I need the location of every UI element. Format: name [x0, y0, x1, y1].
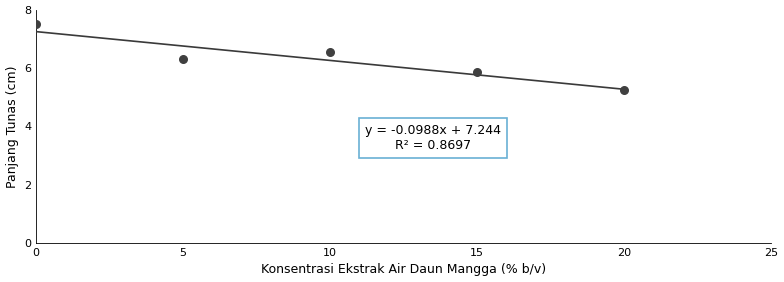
X-axis label: Konsentrasi Ekstrak Air Daun Mangga (% b/v): Konsentrasi Ekstrak Air Daun Mangga (% b… — [261, 263, 546, 276]
Point — [618, 87, 630, 92]
Point — [324, 50, 336, 54]
Y-axis label: Panjang Tunas (cm): Panjang Tunas (cm) — [5, 65, 19, 188]
Point — [30, 22, 42, 27]
Text: y = -0.0988x + 7.244
R² = 0.8697: y = -0.0988x + 7.244 R² = 0.8697 — [365, 124, 501, 152]
Point — [471, 70, 484, 74]
Point — [177, 57, 190, 61]
